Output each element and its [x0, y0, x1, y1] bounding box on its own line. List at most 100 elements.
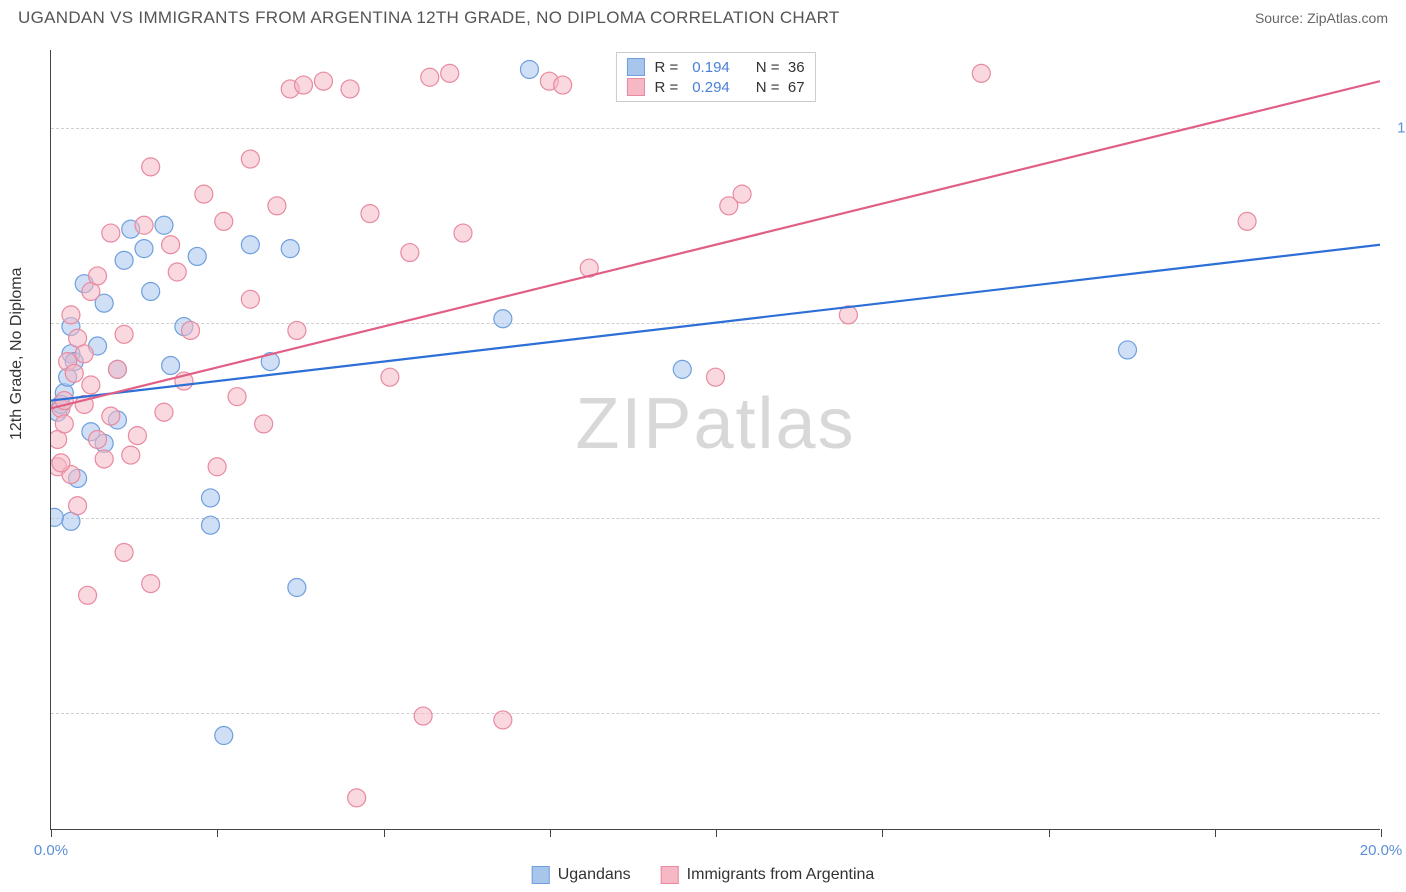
legend-series-label: Ugandans: [558, 866, 631, 884]
scatter-point: [122, 446, 140, 464]
scatter-point: [494, 711, 512, 729]
scatter-point: [520, 60, 538, 78]
scatter-point: [75, 345, 93, 363]
scatter-point: [142, 283, 160, 301]
scatter-point: [201, 516, 219, 534]
scatter-point: [241, 236, 259, 254]
chart-svg: [51, 50, 1380, 829]
scatter-point: [102, 407, 120, 425]
scatter-point: [89, 267, 107, 285]
scatter-point: [102, 224, 120, 242]
legend-r-value: 0.294: [692, 79, 730, 96]
scatter-point: [135, 216, 153, 234]
scatter-point: [142, 158, 160, 176]
scatter-point: [188, 247, 206, 265]
chart-plot-area: ZIPatlas R =0.194N = 36R =0.294N = 67 85…: [50, 50, 1380, 830]
scatter-point: [115, 251, 133, 269]
scatter-point: [89, 431, 107, 449]
scatter-point: [115, 543, 133, 561]
x-tick: [1049, 829, 1050, 837]
scatter-point: [69, 497, 87, 515]
chart-header: UGANDAN VS IMMIGRANTS FROM ARGENTINA 12T…: [0, 0, 1406, 32]
scatter-point: [241, 290, 259, 308]
x-tick: [51, 829, 52, 837]
legend-swatch: [626, 58, 644, 76]
scatter-point: [241, 150, 259, 168]
scatter-point: [115, 325, 133, 343]
scatter-point: [401, 244, 419, 262]
x-tick: [550, 829, 551, 837]
x-tick: [716, 829, 717, 837]
scatter-point: [255, 415, 273, 433]
legend-correlation-row: R = 0.294 N = 67: [626, 77, 804, 97]
legend-series-item: Ugandans: [532, 866, 631, 884]
scatter-point: [1238, 212, 1256, 230]
x-tick-label: 20.0%: [1360, 842, 1403, 859]
scatter-point: [441, 64, 459, 82]
scatter-point: [215, 212, 233, 230]
scatter-point: [155, 216, 173, 234]
scatter-point: [79, 586, 97, 604]
legend-correlation: R = 0.194 N = 36 R = 0.294 N = 67: [615, 52, 815, 102]
x-tick: [882, 829, 883, 837]
scatter-point: [201, 489, 219, 507]
scatter-point: [62, 306, 80, 324]
y-axis-label: 12th Grade, No Diploma: [8, 267, 26, 440]
scatter-point: [268, 197, 286, 215]
scatter-point: [733, 185, 751, 203]
scatter-point: [381, 368, 399, 386]
scatter-point: [314, 72, 332, 90]
x-tick: [1215, 829, 1216, 837]
scatter-point: [155, 403, 173, 421]
scatter-point: [228, 388, 246, 406]
scatter-point: [414, 707, 432, 725]
x-tick: [384, 829, 385, 837]
scatter-point: [1118, 341, 1136, 359]
scatter-point: [208, 458, 226, 476]
x-tick: [217, 829, 218, 837]
scatter-point: [108, 360, 126, 378]
legend-correlation-row: R = 0.194 N = 36: [626, 57, 804, 77]
x-tick: [1381, 829, 1382, 837]
scatter-point: [673, 360, 691, 378]
scatter-point: [215, 727, 233, 745]
scatter-point: [95, 450, 113, 468]
legend-n-label: N = 67: [756, 79, 805, 96]
scatter-point: [281, 240, 299, 258]
scatter-point: [195, 185, 213, 203]
scatter-point: [55, 415, 73, 433]
legend-series-label: Immigrants from Argentina: [687, 866, 875, 884]
scatter-point: [128, 427, 146, 445]
chart-source: Source: ZipAtlas.com: [1255, 10, 1388, 26]
scatter-point: [288, 321, 306, 339]
scatter-point: [65, 364, 83, 382]
scatter-point: [82, 376, 100, 394]
legend-swatch: [532, 866, 550, 884]
legend-r-value: 0.194: [692, 59, 730, 76]
legend-swatch: [626, 78, 644, 96]
scatter-point: [972, 64, 990, 82]
legend-r-label: R =: [654, 59, 678, 76]
legend-r-label: R =: [654, 79, 678, 96]
chart-title: UGANDAN VS IMMIGRANTS FROM ARGENTINA 12T…: [18, 8, 840, 28]
scatter-point: [162, 357, 180, 375]
x-tick-label: 0.0%: [34, 842, 68, 859]
scatter-point: [295, 76, 313, 94]
scatter-point: [707, 368, 725, 386]
scatter-point: [421, 68, 439, 86]
scatter-point: [341, 80, 359, 98]
scatter-point: [135, 240, 153, 258]
scatter-point: [494, 310, 512, 328]
scatter-point: [554, 76, 572, 94]
legend-swatch: [661, 866, 679, 884]
legend-series-item: Immigrants from Argentina: [661, 866, 875, 884]
scatter-point: [142, 575, 160, 593]
y-tick-label: 100.0%: [1397, 120, 1406, 137]
scatter-point: [348, 789, 366, 807]
scatter-point: [168, 263, 186, 281]
legend-n-label: N = 36: [756, 59, 805, 76]
scatter-point: [162, 236, 180, 254]
scatter-point: [361, 205, 379, 223]
scatter-point: [288, 579, 306, 597]
legend-series: Ugandans Immigrants from Argentina: [532, 866, 875, 884]
